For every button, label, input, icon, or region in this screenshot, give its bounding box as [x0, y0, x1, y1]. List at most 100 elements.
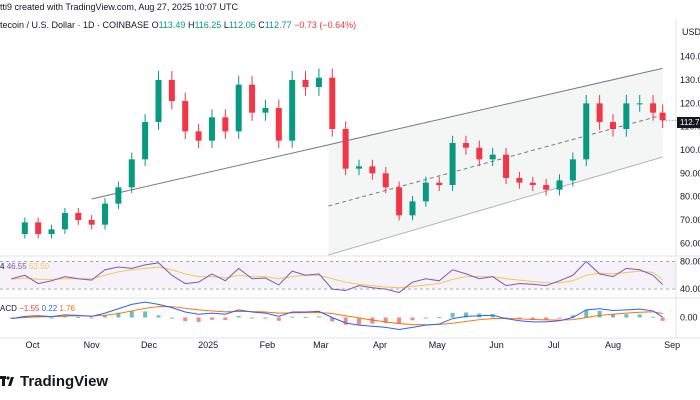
time-tick-label: Apr: [373, 340, 387, 350]
low-value: 112.06: [228, 20, 256, 30]
macd-histogram-bar: [584, 309, 589, 318]
candle-body: [436, 182, 443, 185]
rsi-value: 46.55: [6, 262, 27, 271]
candle-body: [476, 147, 483, 160]
candle-body: [623, 103, 630, 129]
price-tick-label: 60.00: [680, 238, 700, 248]
channel-lower-line: [328, 156, 663, 256]
price-tick-label: 80.00: [680, 192, 700, 202]
time-tick-label: 2025: [198, 340, 218, 350]
candle-body: [516, 178, 523, 183]
macd-histogram-bar: [570, 315, 575, 318]
channel-upper-line: [91, 67, 663, 200]
macd-histogram-bar: [49, 317, 54, 319]
rsi-line: [11, 260, 663, 294]
candle-body: [596, 103, 603, 122]
candle-body: [503, 154, 510, 178]
macd-histogram-bar: [209, 317, 214, 320]
candle-body: [249, 84, 256, 113]
candle-body: [275, 108, 282, 141]
high-label: H: [187, 20, 195, 30]
candle-body: [382, 173, 389, 188]
candle-body: [128, 159, 135, 188]
macd-histogram-bar: [263, 317, 268, 319]
macd-signal-value: 1.76: [59, 304, 75, 313]
close-label: C: [258, 20, 265, 30]
tradingview-brand[interactable]: TradingView: [0, 372, 108, 390]
candle-body: [302, 80, 309, 87]
macd-hist-value: −1.55: [19, 304, 40, 313]
macd-histogram-bar: [143, 311, 148, 318]
open-label: O: [151, 20, 159, 30]
candle-body: [529, 182, 536, 185]
rsi-tick-label: 80.00: [680, 256, 700, 266]
macd-histogram-bar: [89, 317, 94, 319]
candle-body: [35, 222, 42, 234]
candle-body: [21, 222, 28, 234]
macd-histogram-bar: [196, 317, 201, 322]
rsi-ma-line: [11, 266, 663, 289]
candle-body: [222, 117, 229, 132]
macd-histogram-bar: [544, 317, 549, 320]
macd-histogram-bar: [343, 317, 348, 325]
macd-histogram-bar: [437, 317, 442, 319]
candle-body: [556, 180, 563, 190]
candle-body: [396, 187, 403, 216]
candle-body: [289, 80, 296, 141]
macd-histogram-bar: [129, 310, 134, 318]
macd-histogram-bar: [597, 310, 602, 318]
macd-histogram-bar: [62, 316, 67, 318]
candle-body: [409, 201, 416, 216]
macd-histogram-bar: [156, 315, 161, 318]
created-note: tti9 created with TradingView.com, Aug 2…: [0, 2, 238, 12]
price-tick-label: 70.00: [680, 215, 700, 225]
macd-histogram-bar: [116, 312, 121, 318]
macd-histogram-bar: [76, 317, 81, 319]
macd-histogram-bar: [557, 317, 562, 319]
macd-histogram-bar: [183, 317, 188, 322]
currency-label: USD: [682, 27, 700, 37]
candle-body: [369, 166, 376, 174]
macd-legend: ACD −1.55 0.22 1.76: [0, 304, 75, 313]
time-tick-label: Jun: [489, 340, 504, 350]
candle-body: [182, 101, 189, 132]
time-tick-label: Jul: [548, 340, 560, 350]
channel-fill: [328, 68, 663, 255]
symbol-info-bar: tecoin / U.S. Dollar · 1D · COINBASE O 11…: [0, 18, 356, 32]
candle-body: [422, 182, 429, 202]
macd-histogram-bar: [276, 317, 281, 321]
macd-histogram-bar: [624, 314, 629, 318]
candle-body: [115, 187, 122, 204]
macd-histogram-bar: [651, 316, 656, 318]
symbol-title: tecoin / U.S. Dollar · 1D · COINBASE: [0, 20, 150, 30]
time-tick-label: Oct: [25, 340, 40, 350]
macd-signal-line: [11, 306, 663, 326]
candle-body: [88, 220, 95, 225]
rsi-label: 4: [0, 262, 5, 271]
macd-histogram-bar: [637, 314, 642, 318]
candle-body: [61, 213, 68, 230]
candle-body: [142, 122, 149, 160]
rsi-band: [0, 261, 676, 290]
candle-body: [208, 117, 215, 141]
macd-histogram-bar: [490, 314, 495, 318]
candle-body: [650, 103, 657, 113]
candle-body: [356, 166, 363, 169]
macd-histogram-bar: [463, 312, 468, 318]
macd-histogram-bar: [236, 315, 241, 318]
price-tick-label: 100.00: [680, 145, 700, 155]
macd-histogram-bar: [610, 313, 615, 318]
time-tick-label: May: [429, 340, 447, 350]
macd-histogram-bar: [290, 316, 295, 318]
candle-body: [569, 159, 576, 181]
candle-body: [102, 203, 109, 225]
candle-body: [462, 143, 469, 148]
macd-histogram-bar: [397, 317, 402, 324]
candle-body: [609, 122, 616, 129]
time-tick-label: Feb: [260, 340, 276, 350]
macd-line: [11, 301, 663, 331]
candle-body: [235, 84, 242, 132]
watermark-header: tti9 created with TradingView.com, Aug 2…: [0, 0, 238, 14]
price-tick-label: 140.00: [680, 52, 700, 62]
